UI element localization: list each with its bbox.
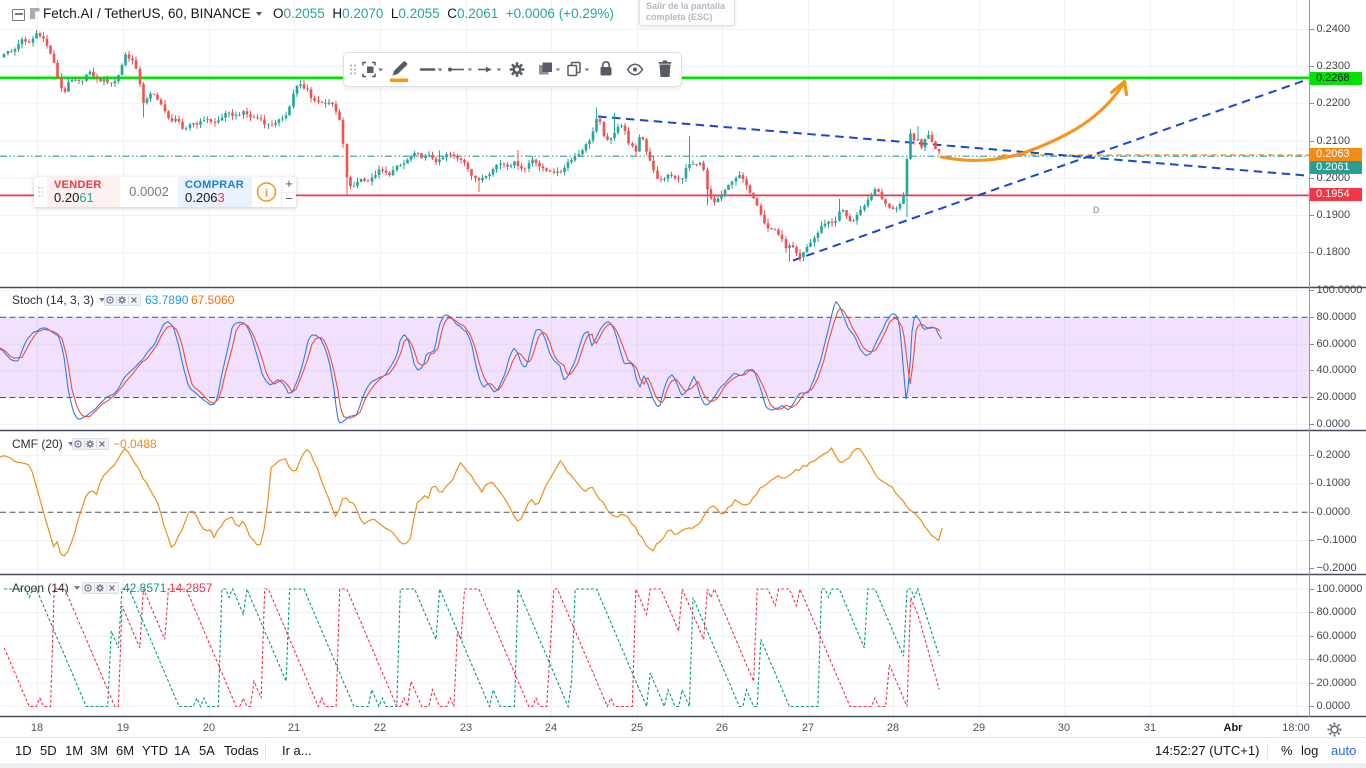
svg-text:i: i: [265, 186, 269, 200]
svg-text:D: D: [1093, 205, 1100, 215]
